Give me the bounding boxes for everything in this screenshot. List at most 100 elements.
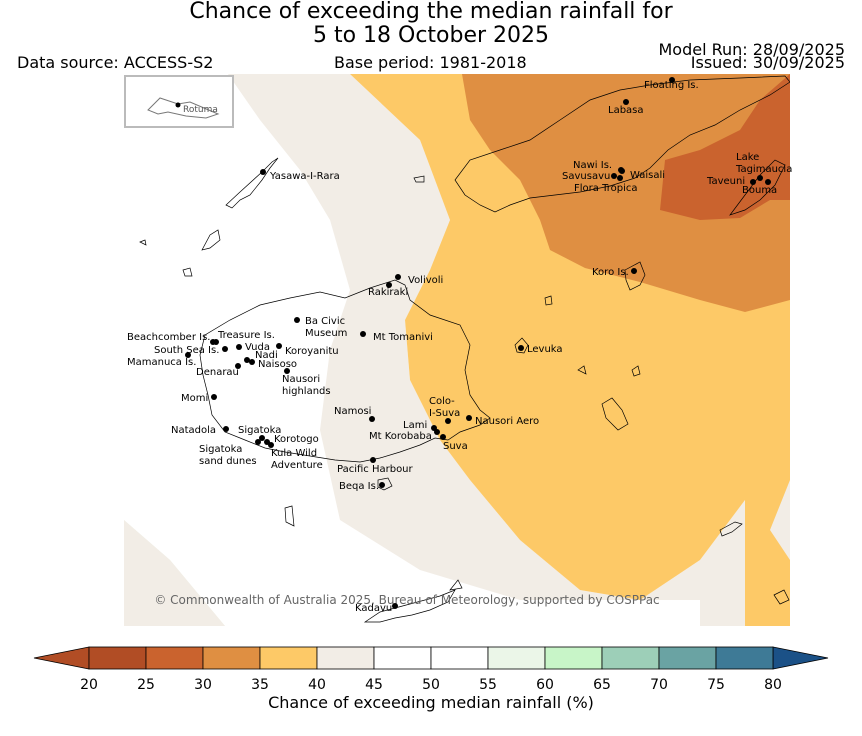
colorbar-tick-label: 50: [422, 677, 440, 693]
place-marker: [466, 415, 472, 421]
place-label: Koro Is.: [592, 267, 629, 278]
place-marker: [379, 482, 385, 488]
place-label: Sigatoka: [238, 425, 281, 436]
colorbar-bin-55: [487, 646, 546, 670]
place-marker: [757, 175, 763, 181]
place-flora-tropica: Flora Tropica: [574, 175, 637, 194]
viti-levu-coast: [199, 279, 491, 463]
place-marker: [211, 394, 217, 400]
place-label: Beqa Is.: [339, 481, 379, 492]
place-koro-is: Koro Is.: [592, 267, 637, 278]
place-marker: [249, 359, 255, 365]
place-label: Mt Tomanivi: [373, 332, 433, 343]
place-label: Mt Korobaba: [369, 431, 432, 442]
place-label: Treasure Is.: [217, 330, 275, 341]
place-label: Bouma: [742, 185, 777, 196]
colorbar-extend-low: [33, 646, 90, 670]
place-marker: [669, 77, 675, 83]
place-label: Savusavu: [562, 171, 610, 182]
place-levuka: Levuka: [518, 344, 563, 355]
place-labasa: Labasa: [608, 99, 644, 116]
place-marker: [434, 429, 440, 435]
colorbar-bin-30: [202, 646, 261, 670]
colorbar-bin-70: [658, 646, 717, 670]
place-label: Nausori highlands: [282, 374, 331, 397]
place-label: Labasa: [608, 105, 644, 116]
map-area: © Commonwealth of Australia 2025, Bureau…: [124, 74, 790, 626]
rotuma-dot: [175, 102, 181, 108]
place-marker: [284, 368, 290, 374]
place-marker: [750, 179, 756, 185]
place-markers: Floating Is. Labasa Nawi Is.Savusavu Waisal…: [127, 77, 792, 614]
chart-title: Chance of exceeding the median rainfall …: [0, 0, 862, 48]
place-label: Kula Wild Adventure: [271, 448, 323, 471]
place-label: Pacific Harbour: [337, 464, 414, 475]
place-volivoli: Volivoli: [395, 274, 443, 286]
beqa-coast: [377, 477, 393, 491]
place-label: Taveuni: [706, 176, 745, 187]
vanua-levu-coast: [454, 75, 790, 213]
place-label: Suva: [443, 441, 468, 452]
place-label: Nausori Aero: [475, 416, 539, 427]
place-marker: [255, 439, 261, 445]
place-kadavu: Kadavu: [355, 603, 398, 614]
place-marker: [370, 457, 376, 463]
place-marker: [244, 357, 250, 363]
place-label: Ba Civic Museum: [305, 316, 347, 339]
colorbar-tick-label: 70: [650, 677, 668, 693]
place-marker: [360, 331, 366, 337]
place-mt-tomanivi: Mt Tomanivi: [360, 331, 433, 343]
place-nausori-highlands: Nausori highlands: [282, 368, 331, 397]
koro-coast: [624, 261, 646, 291]
colorbar-tick-label: 35: [251, 677, 269, 693]
place-marker: [213, 339, 219, 345]
place-marker: [623, 99, 629, 105]
place-label: Naisoso: [258, 359, 297, 370]
place-marker: [631, 268, 637, 274]
place-marker: [185, 352, 191, 358]
place-savusavu: Savusavu: [562, 171, 617, 182]
ovalau-coast: [514, 337, 529, 354]
place-beqa-is: Beqa Is.: [339, 481, 385, 492]
place-marker: [259, 435, 265, 441]
colorbar-tick-label: 55: [479, 677, 497, 693]
colorbar-tick-label: 45: [365, 677, 383, 693]
place-sigatoka-sand-dunes: Sigatoka sand dunes: [199, 439, 261, 467]
place-south-sea-is: South Sea Is.: [154, 345, 228, 356]
place-taveuni: Taveuni: [706, 176, 756, 187]
place-label: Rakiraki: [368, 287, 408, 298]
place-marker: [268, 442, 274, 448]
place-label: Momi: [181, 393, 208, 404]
place-mamanuca-is: Mamanuca Is.: [127, 352, 196, 368]
place-rakiraki: Rakiraki: [368, 282, 408, 298]
colorbar-bin-45: [373, 646, 432, 670]
place-label: South Sea Is.: [154, 345, 219, 356]
place-label: Yasawa-I-Rara: [269, 171, 340, 182]
colorbar-bin-35: [259, 646, 318, 670]
place-marker: [395, 274, 401, 280]
region-40-45: [124, 74, 790, 626]
colorbar-tick-label: 20: [80, 677, 98, 693]
place-bouma: Bouma: [742, 179, 777, 196]
model-run-label: Model Run: 28/09/2025: [658, 40, 846, 59]
place-marker: [276, 343, 282, 349]
colorbar-bin-50: [430, 646, 489, 670]
place-natadola: Natadola: [171, 425, 229, 436]
place-marker: [611, 173, 617, 179]
place-label: Sigatoka sand dunes: [199, 444, 257, 467]
place-colo-i-suva: Colo-I-Suva: [429, 396, 460, 424]
place-vuda: Vuda: [236, 342, 270, 353]
colorbar-tick-label: 75: [707, 677, 725, 693]
colorbar-extend-high: [772, 646, 829, 670]
place-label: Waisali: [630, 170, 665, 181]
place-suva: Suva: [440, 434, 468, 452]
place-waisali: Waisali: [619, 168, 665, 181]
place-lake-tagimaucia: Lake Tagimaucia: [735, 152, 792, 181]
region-25-30: [660, 74, 790, 220]
place-sigatoka: Sigatoka: [238, 425, 281, 441]
place-marker: [294, 317, 300, 323]
place-marker: [222, 346, 228, 352]
place-label: Korotogo: [274, 434, 319, 445]
place-treasure-is: Treasure Is.: [213, 330, 275, 345]
place-marker: [619, 168, 625, 174]
